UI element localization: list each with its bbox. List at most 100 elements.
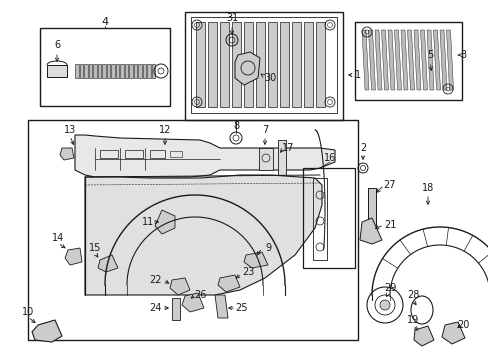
Bar — [120, 64, 123, 78]
Text: 4: 4 — [101, 17, 108, 27]
Text: 26: 26 — [193, 290, 206, 300]
Bar — [312, 178, 326, 260]
Text: 6: 6 — [54, 40, 60, 50]
Polygon shape — [32, 320, 62, 342]
Polygon shape — [235, 52, 260, 85]
Text: 3: 3 — [459, 50, 465, 60]
Bar — [100, 150, 118, 158]
Text: 18: 18 — [421, 183, 433, 193]
Polygon shape — [413, 326, 433, 346]
Bar — [40, 28, 170, 106]
Polygon shape — [361, 30, 368, 90]
Polygon shape — [439, 30, 446, 90]
Bar — [150, 150, 164, 158]
Polygon shape — [359, 218, 381, 244]
Bar — [133, 64, 137, 78]
Polygon shape — [244, 252, 267, 268]
Bar — [142, 64, 146, 78]
Text: 2: 2 — [359, 143, 366, 153]
Bar — [80, 64, 83, 78]
Bar — [106, 64, 110, 78]
Text: 19: 19 — [406, 315, 418, 325]
Text: 11: 11 — [142, 217, 154, 227]
Polygon shape — [75, 135, 334, 177]
Bar — [115, 64, 119, 78]
Text: 5: 5 — [426, 50, 432, 60]
Text: 27: 27 — [383, 180, 395, 190]
Polygon shape — [413, 30, 420, 90]
Polygon shape — [368, 30, 375, 90]
Text: 25: 25 — [235, 303, 248, 313]
Polygon shape — [155, 210, 175, 234]
Bar — [278, 140, 285, 175]
Polygon shape — [170, 278, 190, 295]
Polygon shape — [387, 30, 394, 90]
Polygon shape — [433, 30, 440, 90]
Bar — [354, 22, 461, 100]
Bar — [367, 188, 375, 226]
Bar — [170, 151, 182, 157]
Text: 29: 29 — [383, 283, 395, 293]
Polygon shape — [446, 30, 452, 90]
Circle shape — [379, 300, 389, 310]
Text: 13: 13 — [64, 125, 76, 135]
Polygon shape — [381, 30, 387, 90]
Polygon shape — [98, 255, 118, 272]
Bar — [125, 150, 142, 158]
Bar — [184, 12, 342, 120]
Polygon shape — [182, 293, 203, 312]
Polygon shape — [407, 30, 414, 90]
Text: 28: 28 — [406, 290, 418, 300]
Text: 14: 14 — [52, 233, 64, 243]
Bar — [256, 22, 264, 107]
Bar — [151, 64, 155, 78]
Bar — [231, 22, 241, 107]
Bar — [191, 17, 336, 113]
Bar — [102, 64, 105, 78]
Polygon shape — [426, 30, 433, 90]
Bar — [280, 22, 288, 107]
Text: 24: 24 — [148, 303, 161, 313]
Bar — [47, 65, 67, 77]
Text: 7: 7 — [262, 125, 267, 135]
Text: 12: 12 — [159, 125, 171, 135]
Bar — [93, 64, 96, 78]
Bar — [259, 148, 272, 170]
Text: 15: 15 — [89, 243, 101, 253]
Text: 1: 1 — [354, 70, 360, 80]
Polygon shape — [420, 30, 427, 90]
Text: 21: 21 — [383, 220, 395, 230]
Bar — [138, 64, 141, 78]
Text: 17: 17 — [281, 143, 294, 153]
Bar — [220, 22, 228, 107]
Bar — [124, 64, 128, 78]
Polygon shape — [441, 322, 464, 344]
Bar — [244, 22, 252, 107]
Text: 8: 8 — [232, 121, 239, 131]
Polygon shape — [400, 30, 407, 90]
Text: 30: 30 — [264, 73, 276, 83]
Bar — [84, 64, 87, 78]
Bar — [129, 64, 132, 78]
Bar — [172, 298, 180, 320]
Polygon shape — [65, 248, 82, 265]
Bar — [267, 22, 276, 107]
Polygon shape — [394, 30, 401, 90]
Text: 31: 31 — [225, 13, 238, 23]
Polygon shape — [215, 295, 227, 318]
Bar — [196, 22, 204, 107]
Polygon shape — [85, 175, 321, 295]
Bar — [315, 22, 325, 107]
Text: 9: 9 — [264, 243, 270, 253]
Bar — [147, 64, 150, 78]
Bar — [304, 22, 312, 107]
Bar — [207, 22, 217, 107]
Polygon shape — [218, 275, 240, 292]
Bar — [88, 64, 92, 78]
Text: 20: 20 — [456, 320, 468, 330]
Bar — [28, 120, 357, 340]
Text: 16: 16 — [323, 153, 335, 163]
Polygon shape — [374, 30, 381, 90]
Polygon shape — [60, 148, 74, 160]
Bar — [291, 22, 301, 107]
